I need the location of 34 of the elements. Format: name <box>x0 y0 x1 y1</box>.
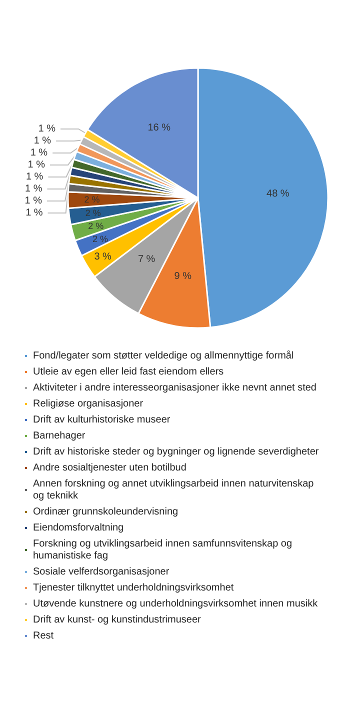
legend-label: Aktiviteter i andre interesseorganisasjoner ikke nevnt annet sted <box>33 382 316 394</box>
legend-label: Forskning og utviklingsarbeid innen samfunnsvitenskap og humanistiske fag <box>33 538 295 562</box>
data-label: 1 % <box>26 208 43 218</box>
legend-label: Religiøse organisasjoner <box>33 398 144 410</box>
data-label: 16 % <box>148 122 171 134</box>
data-label: 9 % <box>174 271 192 282</box>
legend-label: Drift av kulturhistoriske museer <box>33 414 171 426</box>
data-label: 1 % <box>24 196 42 206</box>
data-label: 48 % <box>266 188 290 200</box>
legend-label: Tjenester tilknyttet underholdningsvirksomhet <box>33 582 234 594</box>
legend-label: Ordinær grunnskoleundervisning <box>33 506 178 518</box>
data-label: 1 % <box>38 124 56 134</box>
legend-label: Drift av kunst- og kunstindustrimuseer <box>33 614 202 626</box>
legend-label: Sosiale velferdsorganisasjoner <box>33 566 170 578</box>
legend-label: Fond/legater som støtter veldedige og allmennyttige formål <box>33 350 294 362</box>
data-label: 1 % <box>24 184 42 194</box>
data-label: 2 % <box>92 234 108 244</box>
data-label: 3 % <box>94 252 112 263</box>
data-label: 2 % <box>84 194 100 205</box>
legend-label: Utøvende kunstnere og underholdningsvirksomhet innen musikk <box>33 598 319 610</box>
data-label: 2 % <box>88 221 104 232</box>
legend-label: Eiendomsforvaltning <box>33 522 124 534</box>
legend-label: Andre sosialtjenester uten botilbud <box>33 462 186 474</box>
legend-label: Utleie av egen eller leid fast eiendom ellers <box>33 366 224 378</box>
legend-label: Barnehager <box>33 430 86 442</box>
legend-label: Annen forskning og annet utviklingsarbeid innen naturvitenskap og teknikk <box>33 478 317 502</box>
data-label: 7 % <box>138 254 156 265</box>
data-label: 1 % <box>34 136 52 146</box>
legend-label: Rest <box>33 630 54 642</box>
data-label: 2 % <box>85 208 101 218</box>
legend-label: Drift av historiske steder og bygninger og lignende severdigheter <box>33 446 320 458</box>
data-label: 1 % <box>30 148 48 158</box>
data-label: 1 % <box>28 160 46 170</box>
data-label: 1 % <box>26 172 44 182</box>
